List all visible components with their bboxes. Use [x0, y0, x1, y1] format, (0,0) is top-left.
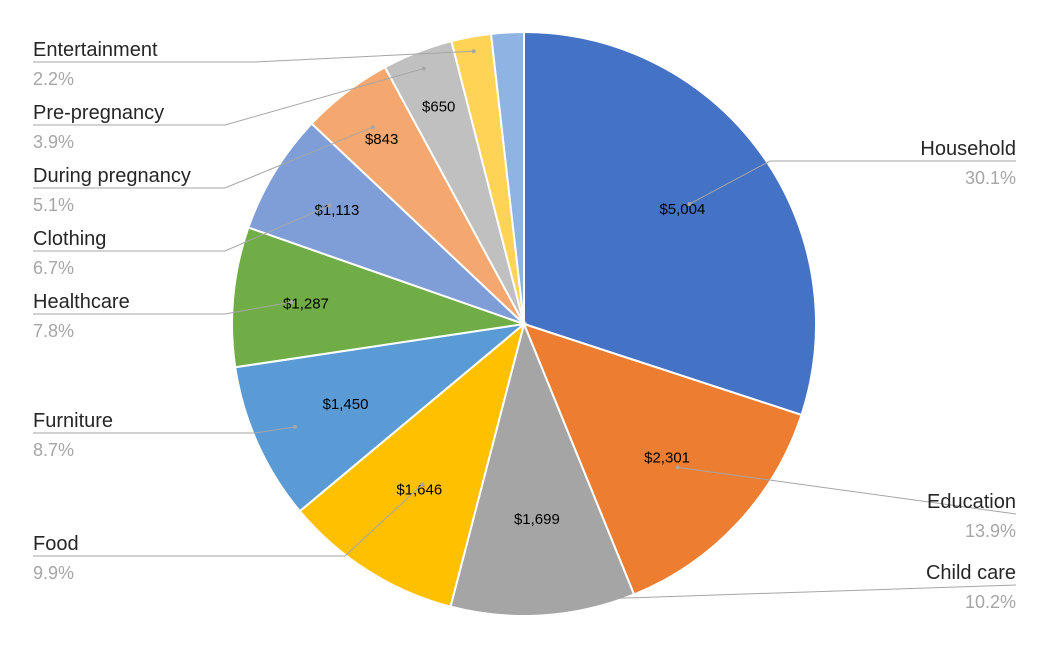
category-label-household: Household	[920, 138, 1016, 160]
leader-dot-household	[687, 202, 692, 207]
category-label-entertainment: Entertainment	[33, 39, 158, 61]
leader-dot-pre-pregnancy	[421, 66, 426, 71]
value-label-child-care: $1,699	[514, 511, 560, 528]
pie-slice-clothing	[247, 122, 525, 325]
value-label-pre-pregnancy: $650	[422, 99, 455, 116]
leader-dot-furniture	[292, 424, 297, 429]
leader-line-entertainment	[33, 50, 474, 63]
value-labels: $5,004 $2,301 $1,699 $1,646 $1,450 $1,287 $1,1…	[283, 99, 705, 529]
category-label-child-care: Child care	[926, 562, 1016, 584]
percent-label-household: 30.1%	[965, 168, 1016, 188]
percent-label-clothing: 6.7%	[33, 258, 74, 278]
percent-label-healthcare: 7.8%	[33, 321, 74, 341]
leader-dot-education	[675, 465, 680, 470]
leader-dot-healthcare	[289, 300, 294, 305]
percent-label-during-pregnancy: 5.1%	[33, 195, 74, 215]
leader-dot-during-pregnancy	[370, 125, 375, 130]
value-label-during-pregnancy: $843	[365, 131, 398, 148]
leader-dot-clothing	[327, 203, 332, 208]
category-label-pre-pregnancy: Pre-pregnancy	[33, 102, 164, 124]
pie-slices	[231, 30, 817, 617]
leader-line-clothing	[33, 205, 330, 252]
value-label-food: $1,646	[396, 481, 442, 498]
category-label-clothing: Clothing	[33, 228, 106, 250]
value-label-household: $5,004	[659, 201, 705, 218]
leader-dot-entertainment	[471, 49, 476, 54]
leader-line-furniture	[33, 426, 296, 434]
pie-slice-furniture	[234, 322, 528, 513]
leader-line-food	[33, 483, 423, 557]
percent-label-furniture: 8.7%	[33, 440, 74, 460]
pie-slice-child-care	[449, 320, 636, 617]
value-label-education: $2,301	[644, 449, 690, 466]
leader-dot-child-care	[540, 598, 545, 603]
pie-slice-healthcare	[231, 226, 525, 369]
category-label-healthcare: Healthcare	[33, 291, 130, 313]
leader-line-household	[689, 160, 1016, 205]
pie-slice-household	[523, 30, 817, 417]
percent-label-child-care: 10.2%	[965, 592, 1016, 612]
pie-slice-education	[522, 322, 803, 596]
leader-dot-food	[420, 482, 425, 487]
percent-label-pre-pregnancy: 3.9%	[33, 132, 74, 152]
value-label-healthcare: $1,287	[283, 295, 329, 312]
value-label-furniture: $1,450	[323, 396, 369, 413]
leader-line-healthcare	[33, 301, 292, 315]
leader-line-education	[677, 466, 1017, 515]
leader-lines	[33, 49, 1017, 603]
category-labels: Household 30.1% Education 13.9% Child care 10…	[33, 39, 1016, 612]
value-label-clothing: $1,113	[315, 202, 360, 219]
category-label-during-pregnancy: During pregnancy	[33, 165, 191, 187]
leader-line-child-care	[542, 584, 1017, 602]
percent-label-education: 13.9%	[965, 521, 1016, 541]
percent-label-entertainment: 2.2%	[33, 69, 74, 89]
pie-slice-food	[298, 321, 526, 608]
category-label-education: Education	[927, 491, 1016, 513]
category-label-food: Food	[33, 533, 79, 555]
leader-line-during-pregnancy	[33, 126, 373, 189]
category-label-furniture: Furniture	[33, 410, 113, 432]
percent-label-food: 9.9%	[33, 563, 74, 583]
pie-slice-slice-10	[489, 30, 525, 325]
leader-line-pre-pregnancy	[33, 67, 424, 126]
